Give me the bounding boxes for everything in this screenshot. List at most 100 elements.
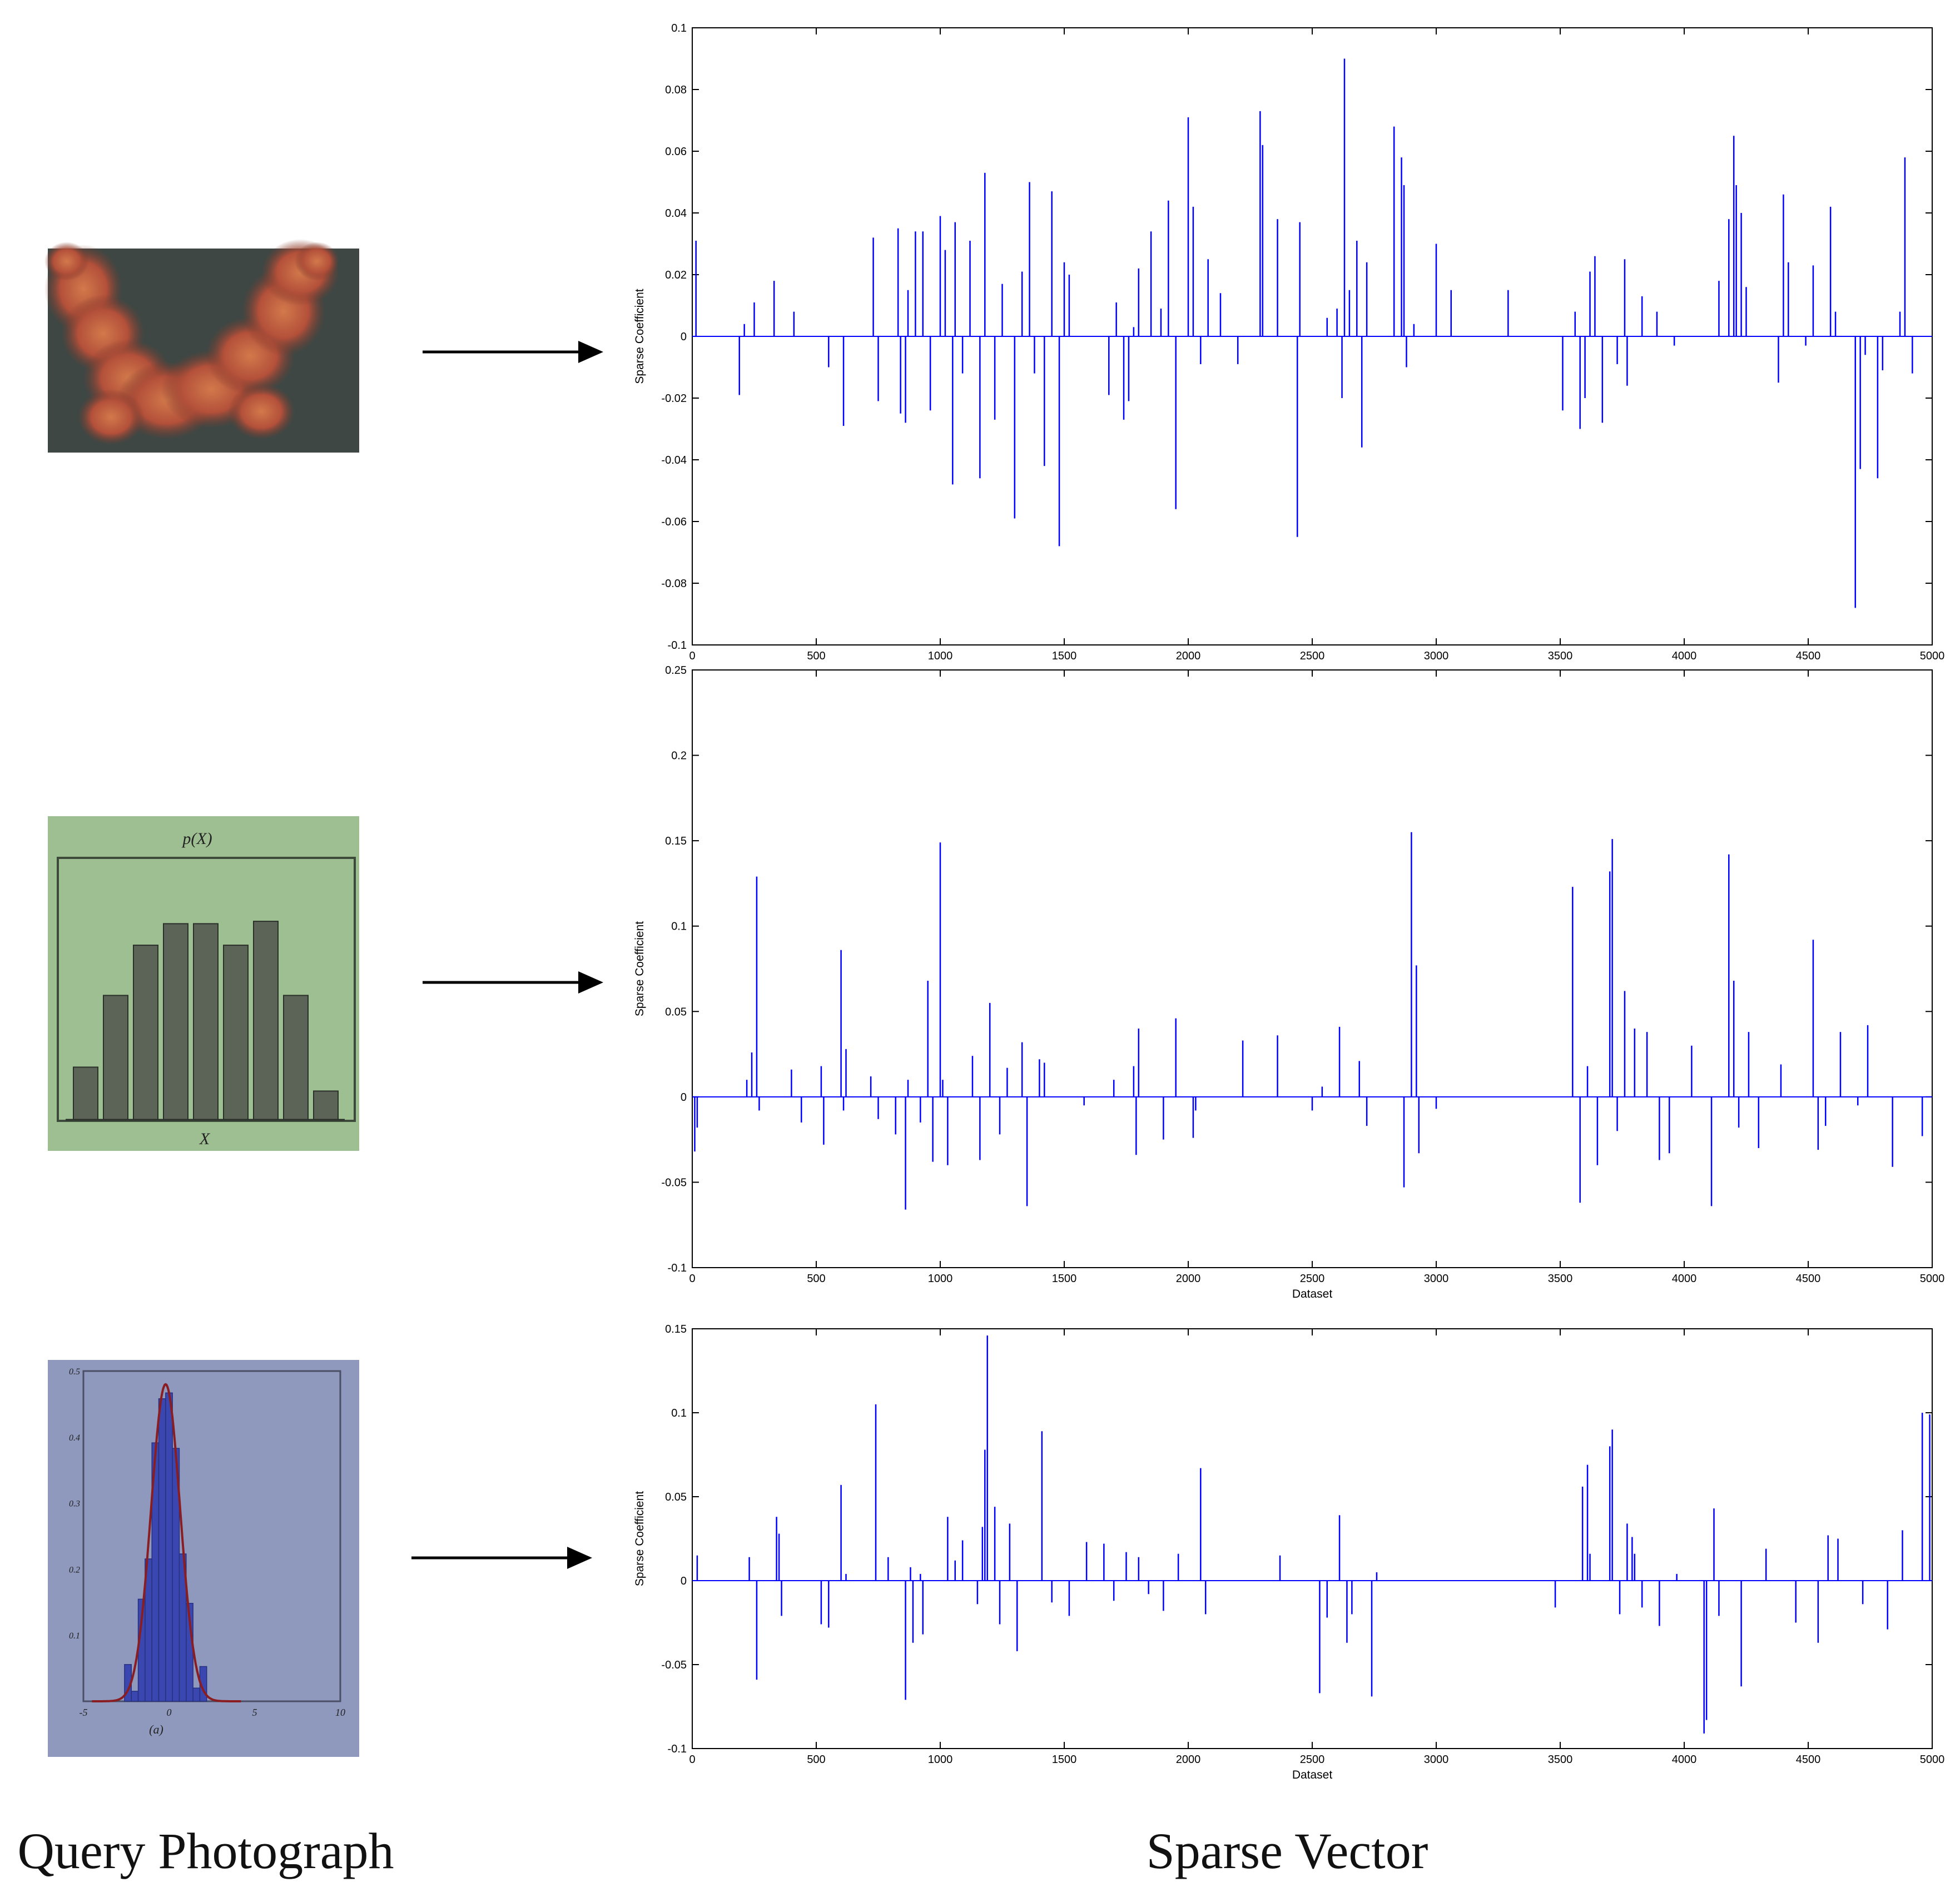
x-tick-label: 0 xyxy=(689,1273,695,1285)
y-tick-label: 0.05 xyxy=(665,1006,687,1018)
y-tick-label: 0.1 xyxy=(671,921,687,933)
x-tick-label: 3000 xyxy=(1424,1754,1449,1766)
histogram-photo-bar xyxy=(133,945,158,1120)
x-tick-label: 1500 xyxy=(1052,1754,1077,1766)
histogram-photo-bar xyxy=(73,1066,98,1121)
gaussian-photo-xlabel: (a) xyxy=(149,1722,163,1736)
y-tick-label: 0.06 xyxy=(665,146,687,158)
x-tick-label: 2000 xyxy=(1176,650,1201,662)
gaussian-photo-bar xyxy=(165,1392,173,1702)
x-tick-label: 2000 xyxy=(1176,1754,1201,1766)
y-tick-label: 0 xyxy=(681,331,687,343)
x-tick-label: 2000 xyxy=(1176,1273,1201,1285)
x-tick-label: 500 xyxy=(807,1754,825,1766)
histogram-photo-bars xyxy=(66,921,345,1121)
x-tick-label: 3000 xyxy=(1424,1273,1449,1285)
y-tick-label: 0.25 xyxy=(665,664,687,677)
y-tick-label: -0.05 xyxy=(661,1176,687,1189)
x-tick-label: 1000 xyxy=(928,650,953,662)
sparse-vector-chart-1: -0.1 -0.08 -0.06 -0.04 -0.02 0 0.02 0.04 0.06 0.0… xyxy=(633,22,1944,662)
y-tick-label: -0.06 xyxy=(661,516,687,528)
sparse-vector-chart-2: -0.1 -0.05 0 0.05 0.1 0.15 0.2 0.25 0 500 1000 1500… xyxy=(633,664,1944,1300)
y-tick-label: -0.08 xyxy=(661,578,687,590)
histogram-photo-bar xyxy=(283,995,309,1121)
query-photo-gaussian: 0.5 0.4 0.3 0.2 0.1 -5 0 5 10 (a) xyxy=(48,1360,359,1757)
x-tick-label: 5000 xyxy=(1920,1273,1945,1285)
x-tick-label: 5000 xyxy=(1920,650,1945,662)
gaussian-photo-bar xyxy=(158,1398,166,1702)
gaussian-photo-xtick: 5 xyxy=(252,1707,257,1718)
x-tick-label: 1000 xyxy=(928,1754,953,1766)
gaussian-photo-ytick: 0.3 xyxy=(69,1499,80,1509)
y-tick-label: 0.1 xyxy=(671,22,687,34)
x-tick-label: 2500 xyxy=(1300,1273,1325,1285)
x-tick-label: 500 xyxy=(807,1273,825,1285)
y-tick-label: 0 xyxy=(681,1091,687,1104)
y-tick-label: -0.1 xyxy=(668,639,687,652)
y-tick-label: -0.05 xyxy=(661,1659,687,1671)
histogram-photo-bar xyxy=(193,923,219,1121)
sparse-vector-chart-3: -0.1 -0.05 0 0.05 0.1 0.15 0 500 1000 1500 2000 250… xyxy=(633,1323,1944,1781)
x-tick-label: 3000 xyxy=(1424,650,1449,662)
x-tick-label: 3500 xyxy=(1548,650,1573,662)
y-tick-label: 0.08 xyxy=(665,84,687,96)
query-photo-histogram: p(X) X xyxy=(48,816,359,1151)
x-axis-label: Dataset xyxy=(1292,1288,1333,1300)
x-tick-label: 1500 xyxy=(1052,1273,1077,1285)
y-tick-label: 0.1 xyxy=(671,1407,687,1419)
y-axis-label: Sparse Coefficient xyxy=(633,921,646,1016)
x-tick-label: 5000 xyxy=(1920,1754,1945,1766)
gaussian-photo-curve xyxy=(92,1383,241,1702)
x-tick-label: 3500 xyxy=(1548,1273,1573,1285)
x-tick-label: 3500 xyxy=(1548,1754,1573,1766)
gaussian-photo-ytick: 0.1 xyxy=(69,1631,80,1641)
y-tick-label: 0.15 xyxy=(665,835,687,847)
x-tick-label: 4500 xyxy=(1796,1754,1821,1766)
x-tick-label: 4000 xyxy=(1672,1754,1697,1766)
histogram-photo-bar xyxy=(313,1090,339,1121)
gaussian-photo-xticks: -5 0 5 10 xyxy=(80,1707,346,1718)
x-tick-label: 1500 xyxy=(1052,650,1077,662)
x-tick-label: 4000 xyxy=(1672,1273,1697,1285)
gaussian-photo-ytick: 0.4 xyxy=(69,1433,80,1443)
y-tick-label: 0 xyxy=(681,1575,687,1587)
y-tick-label: -0.04 xyxy=(661,454,687,466)
histogram-photo-top-label: p(X) xyxy=(181,830,212,848)
x-axis-label: Dataset xyxy=(1292,1769,1333,1781)
histogram-photo-bar xyxy=(223,945,249,1120)
x-tick-label: 4000 xyxy=(1672,650,1697,662)
x-tick-label: 0 xyxy=(689,1754,695,1766)
y-axis-label: Sparse Coefficient xyxy=(633,289,646,384)
gaussian-photo-xtick: 0 xyxy=(167,1707,172,1718)
gaussian-photo-xtick: -5 xyxy=(80,1707,88,1718)
y-tick-label: 0.2 xyxy=(671,750,687,762)
y-tick-label: -0.1 xyxy=(668,1743,687,1755)
gaussian-photo-xtick: 10 xyxy=(335,1707,345,1718)
x-tick-label: 500 xyxy=(807,650,825,662)
y-tick-label: 0.02 xyxy=(665,269,687,281)
x-tick-label: 4500 xyxy=(1796,1273,1821,1285)
y-tick-label: -0.02 xyxy=(661,393,687,405)
x-tick-label: 2500 xyxy=(1300,1754,1325,1766)
plot-frame xyxy=(692,1328,1933,1749)
gaussian-photo-yticks: 0.5 0.4 0.3 0.2 0.1 xyxy=(69,1367,80,1641)
y-tick-label: -0.1 xyxy=(668,1262,687,1274)
x-tick-label: 2500 xyxy=(1300,650,1325,662)
histogram-photo-bar xyxy=(103,995,128,1121)
gaussian-photo-bars xyxy=(124,1392,207,1702)
gaussian-photo-bar xyxy=(192,1687,201,1702)
plot-frame xyxy=(692,669,1933,1268)
query-photo-coral xyxy=(44,239,359,453)
histogram-photo-bar xyxy=(163,923,188,1121)
caption-sparse-vector: Sparse Vector xyxy=(1147,1822,1428,1879)
x-tick-label: 4500 xyxy=(1796,650,1821,662)
x-tick-label: 0 xyxy=(689,650,695,662)
gaussian-photo-bar xyxy=(131,1691,139,1702)
y-axis-label: Sparse Coefficient xyxy=(633,1491,646,1586)
coral-branches xyxy=(44,239,339,445)
histogram-photo-bottom-label: X xyxy=(199,1130,211,1148)
caption-query-photograph: Query Photograph xyxy=(17,1822,394,1879)
gaussian-photo-ytick: 0.2 xyxy=(69,1565,80,1575)
y-tick-label: 0.15 xyxy=(665,1323,687,1335)
